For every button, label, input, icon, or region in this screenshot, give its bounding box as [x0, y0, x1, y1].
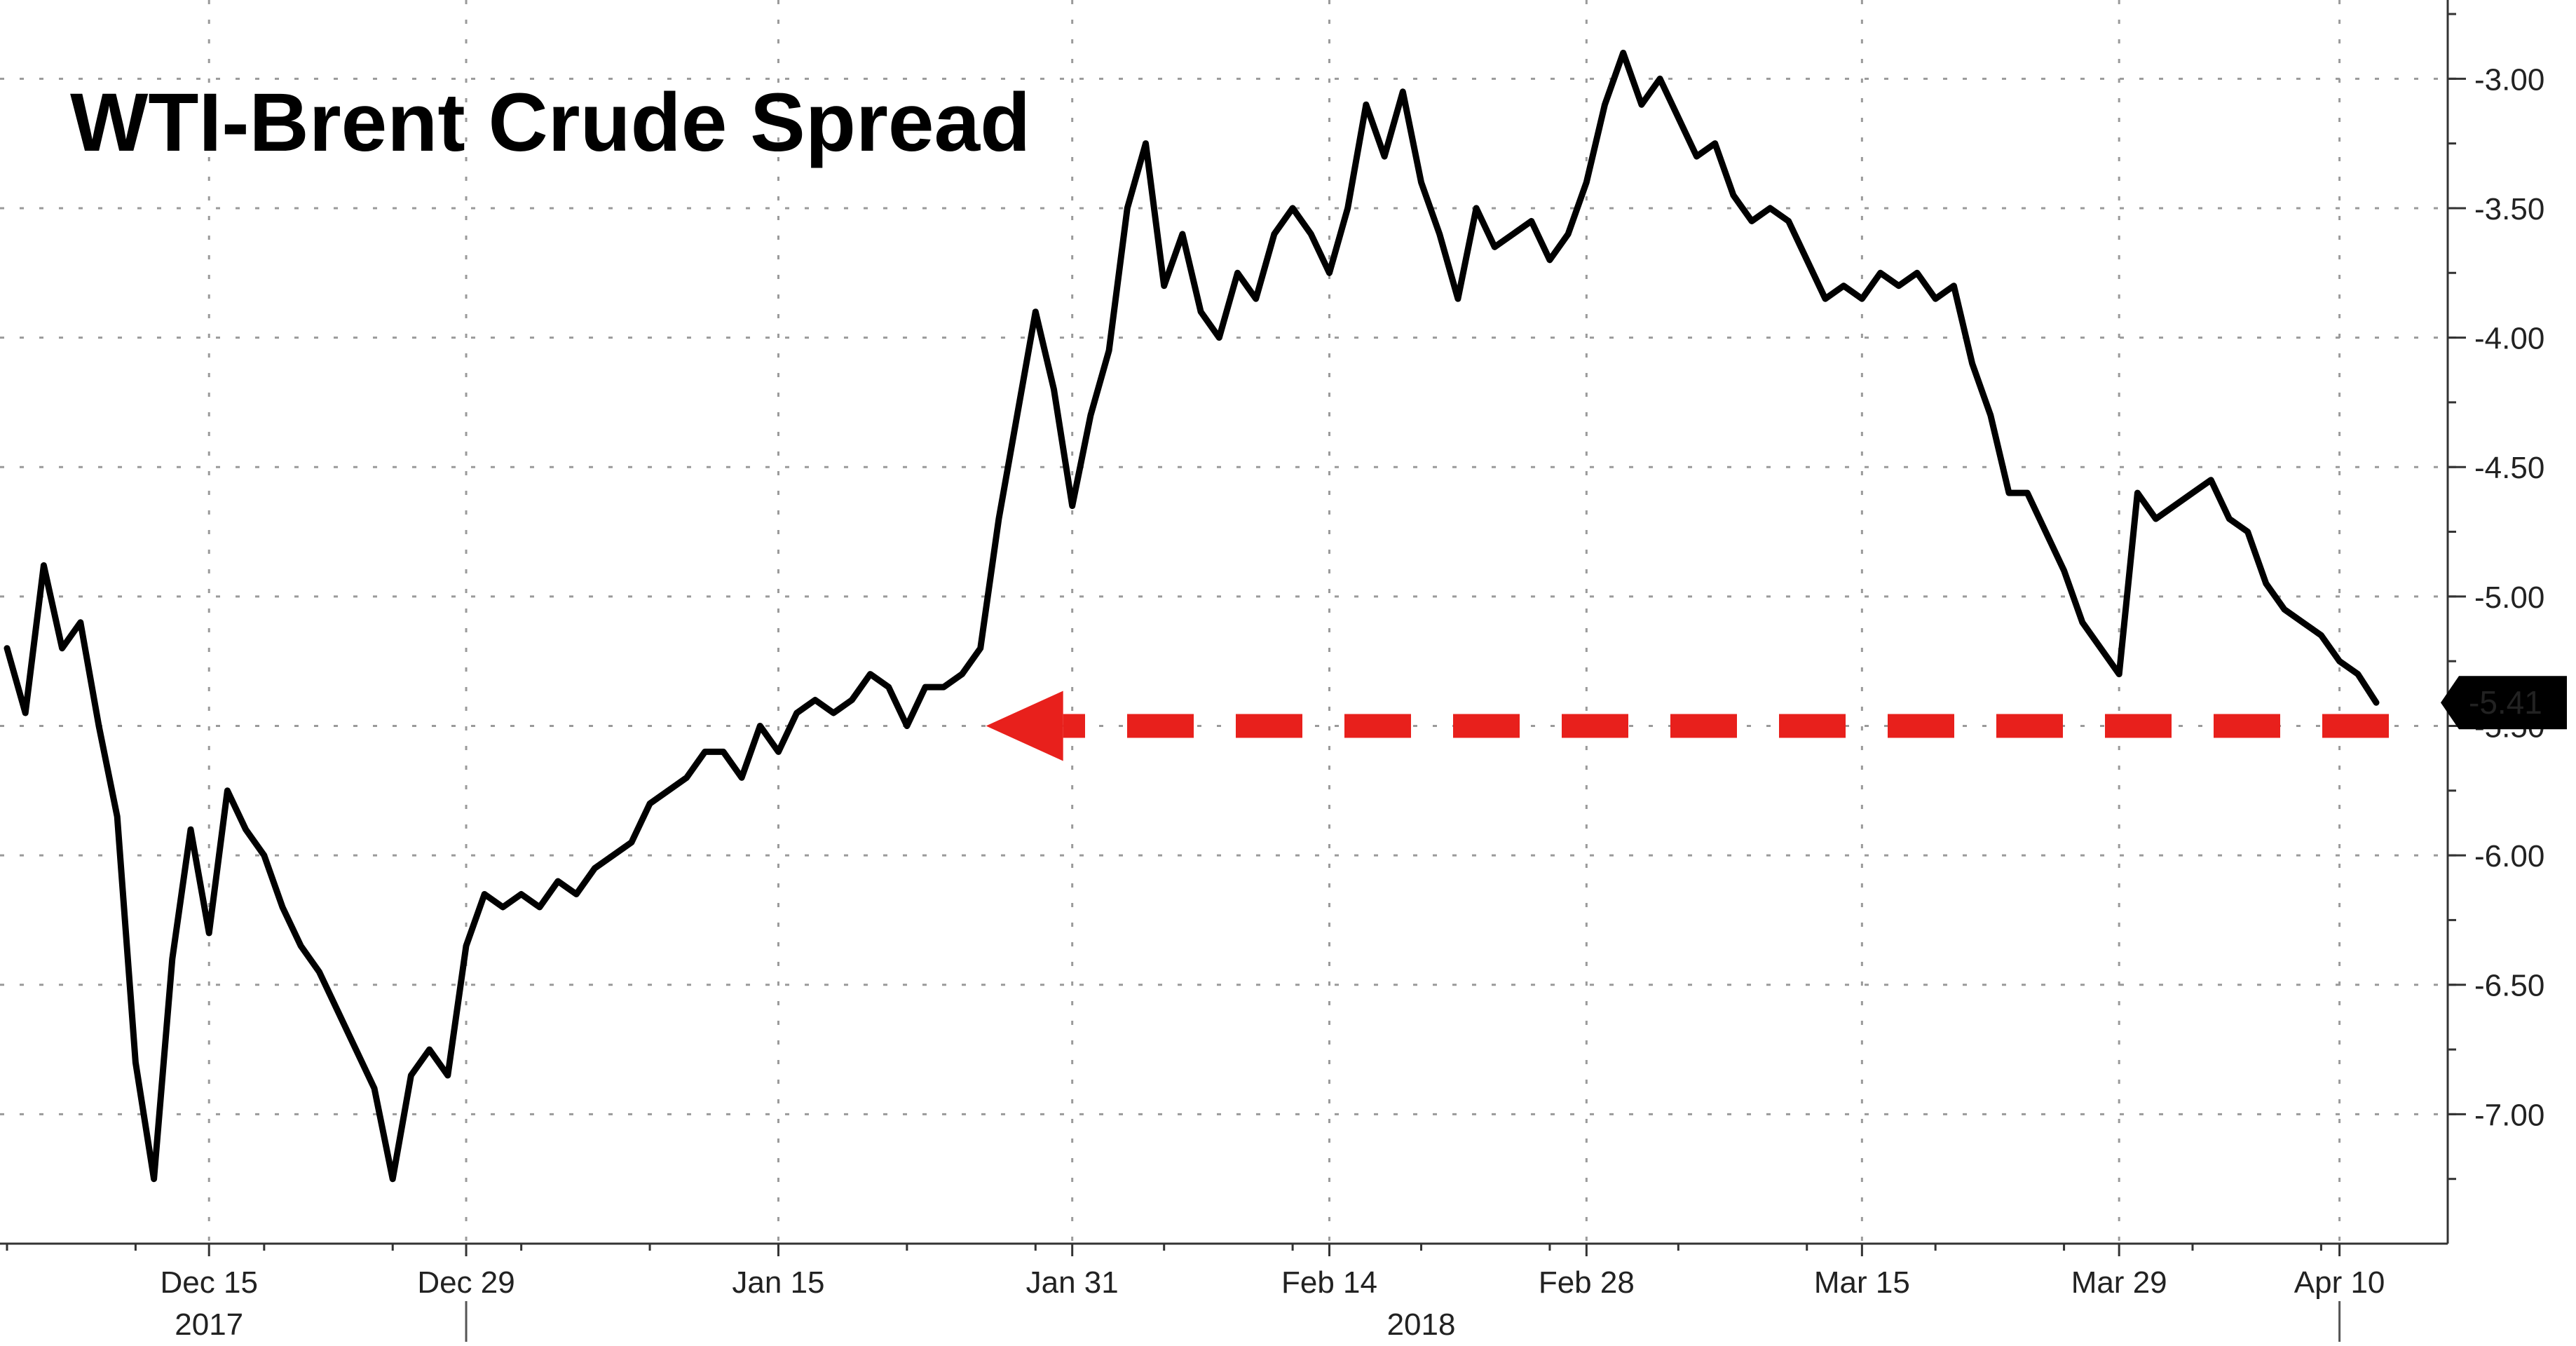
series-line: [4, 49, 2380, 1183]
y-tick-label: -5.00: [2474, 580, 2544, 615]
chart-title: WTI-Brent Crude Spread: [70, 76, 1030, 169]
x-year-label: 2017: [175, 1307, 243, 1342]
last-value-tag-bg: [2441, 676, 2567, 730]
y-tick-label: -3.50: [2474, 192, 2544, 226]
x-tick-label: Dec 15: [161, 1265, 258, 1300]
y-axis: -3.00-3.50-4.00-4.50-5.00-5.50-6.00-6.50…: [2446, 0, 2544, 1244]
x-tick-label: Jan 15: [732, 1265, 824, 1300]
x-tick-label: Apr 10: [2294, 1265, 2385, 1300]
x-axis: Dec 15 Dec 29 Jan 15 Jan 31 Feb 14 Feb 28 Mar …: [0, 1242, 2448, 1342]
last-value-tag: -5.41: [2441, 676, 2567, 730]
y-tick-label: -7.00: [2474, 1098, 2544, 1132]
x-tick-label: Feb 14: [1281, 1265, 1377, 1300]
y-tick-label: -4.00: [2474, 322, 2544, 356]
x-tick-label: Mar 29: [2071, 1265, 2167, 1300]
y-tick-label: -6.00: [2474, 839, 2544, 873]
arrow-head: [986, 691, 1063, 761]
dashed-arrow-annotation: [986, 691, 2389, 761]
x-tick-label: Dec 29: [417, 1265, 514, 1300]
y-tick-label: -6.50: [2474, 969, 2544, 1003]
x-tick-label: Mar 15: [1814, 1265, 1910, 1300]
x-year-label: 2018: [1387, 1307, 1456, 1342]
y-tick-label: -3.00: [2474, 62, 2544, 97]
last-value-label: -5.41: [2469, 684, 2542, 721]
x-tick-label: Jan 31: [1026, 1265, 1119, 1300]
y-tick-label: -4.50: [2474, 451, 2544, 485]
x-tick-label: Feb 28: [1539, 1265, 1635, 1300]
